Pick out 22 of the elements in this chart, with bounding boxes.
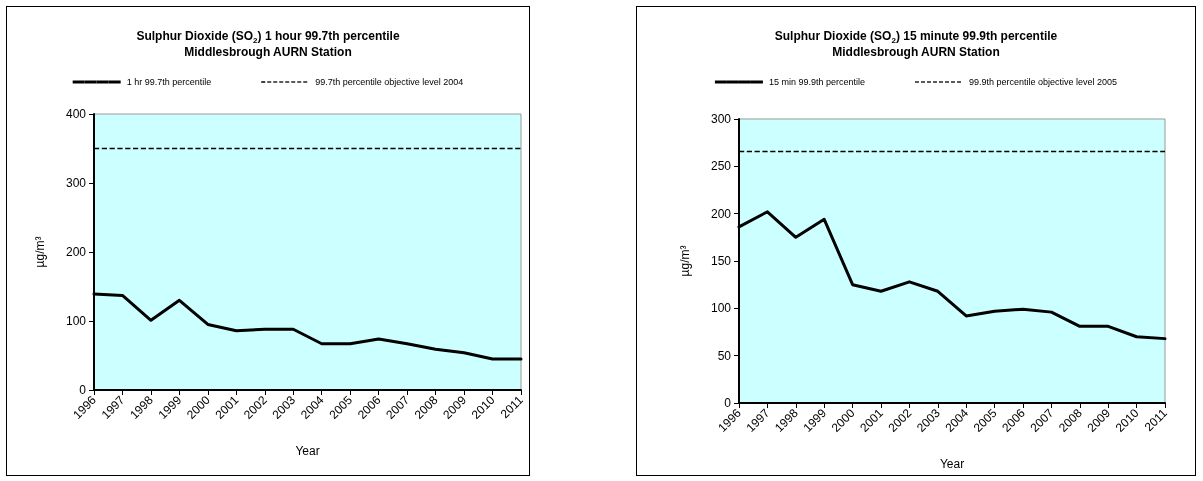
y-axis-title: µg/m³	[678, 245, 692, 277]
legend-label: 1 hr 99.7th percentile	[126, 77, 212, 87]
y-tick-label: 100	[710, 301, 732, 316]
y-tick-label: 100	[65, 314, 87, 328]
y-tick-label: 150	[710, 254, 732, 268]
x-axis-title: Year	[295, 444, 320, 458]
y-tick-label: 0	[724, 396, 732, 410]
y-tick-label: 200	[710, 206, 732, 221]
y-axis-title: µg/m³	[33, 236, 47, 268]
y-tick-label: 300	[65, 176, 87, 190]
legend-label: 15 min 99.9th percentile	[768, 77, 865, 87]
chart-subtitle: Middlesbrough AURN Station	[832, 45, 1000, 59]
y-tick-label: 200	[65, 245, 87, 259]
y-tick-label: 400	[65, 107, 87, 121]
legend-label: 99.9th percentile objective level 2005	[968, 77, 1118, 87]
y-tick-label: 0	[79, 383, 87, 397]
y-tick-label: 50	[717, 348, 732, 363]
y-tick-label: 300	[710, 112, 732, 126]
legend-label: 99.7th percentile objective level 2004	[315, 77, 464, 87]
chart-subtitle: Middlesbrough AURN Station	[184, 45, 352, 59]
x-axis-title: Year	[939, 457, 965, 471]
y-tick-label: 250	[710, 159, 732, 174]
